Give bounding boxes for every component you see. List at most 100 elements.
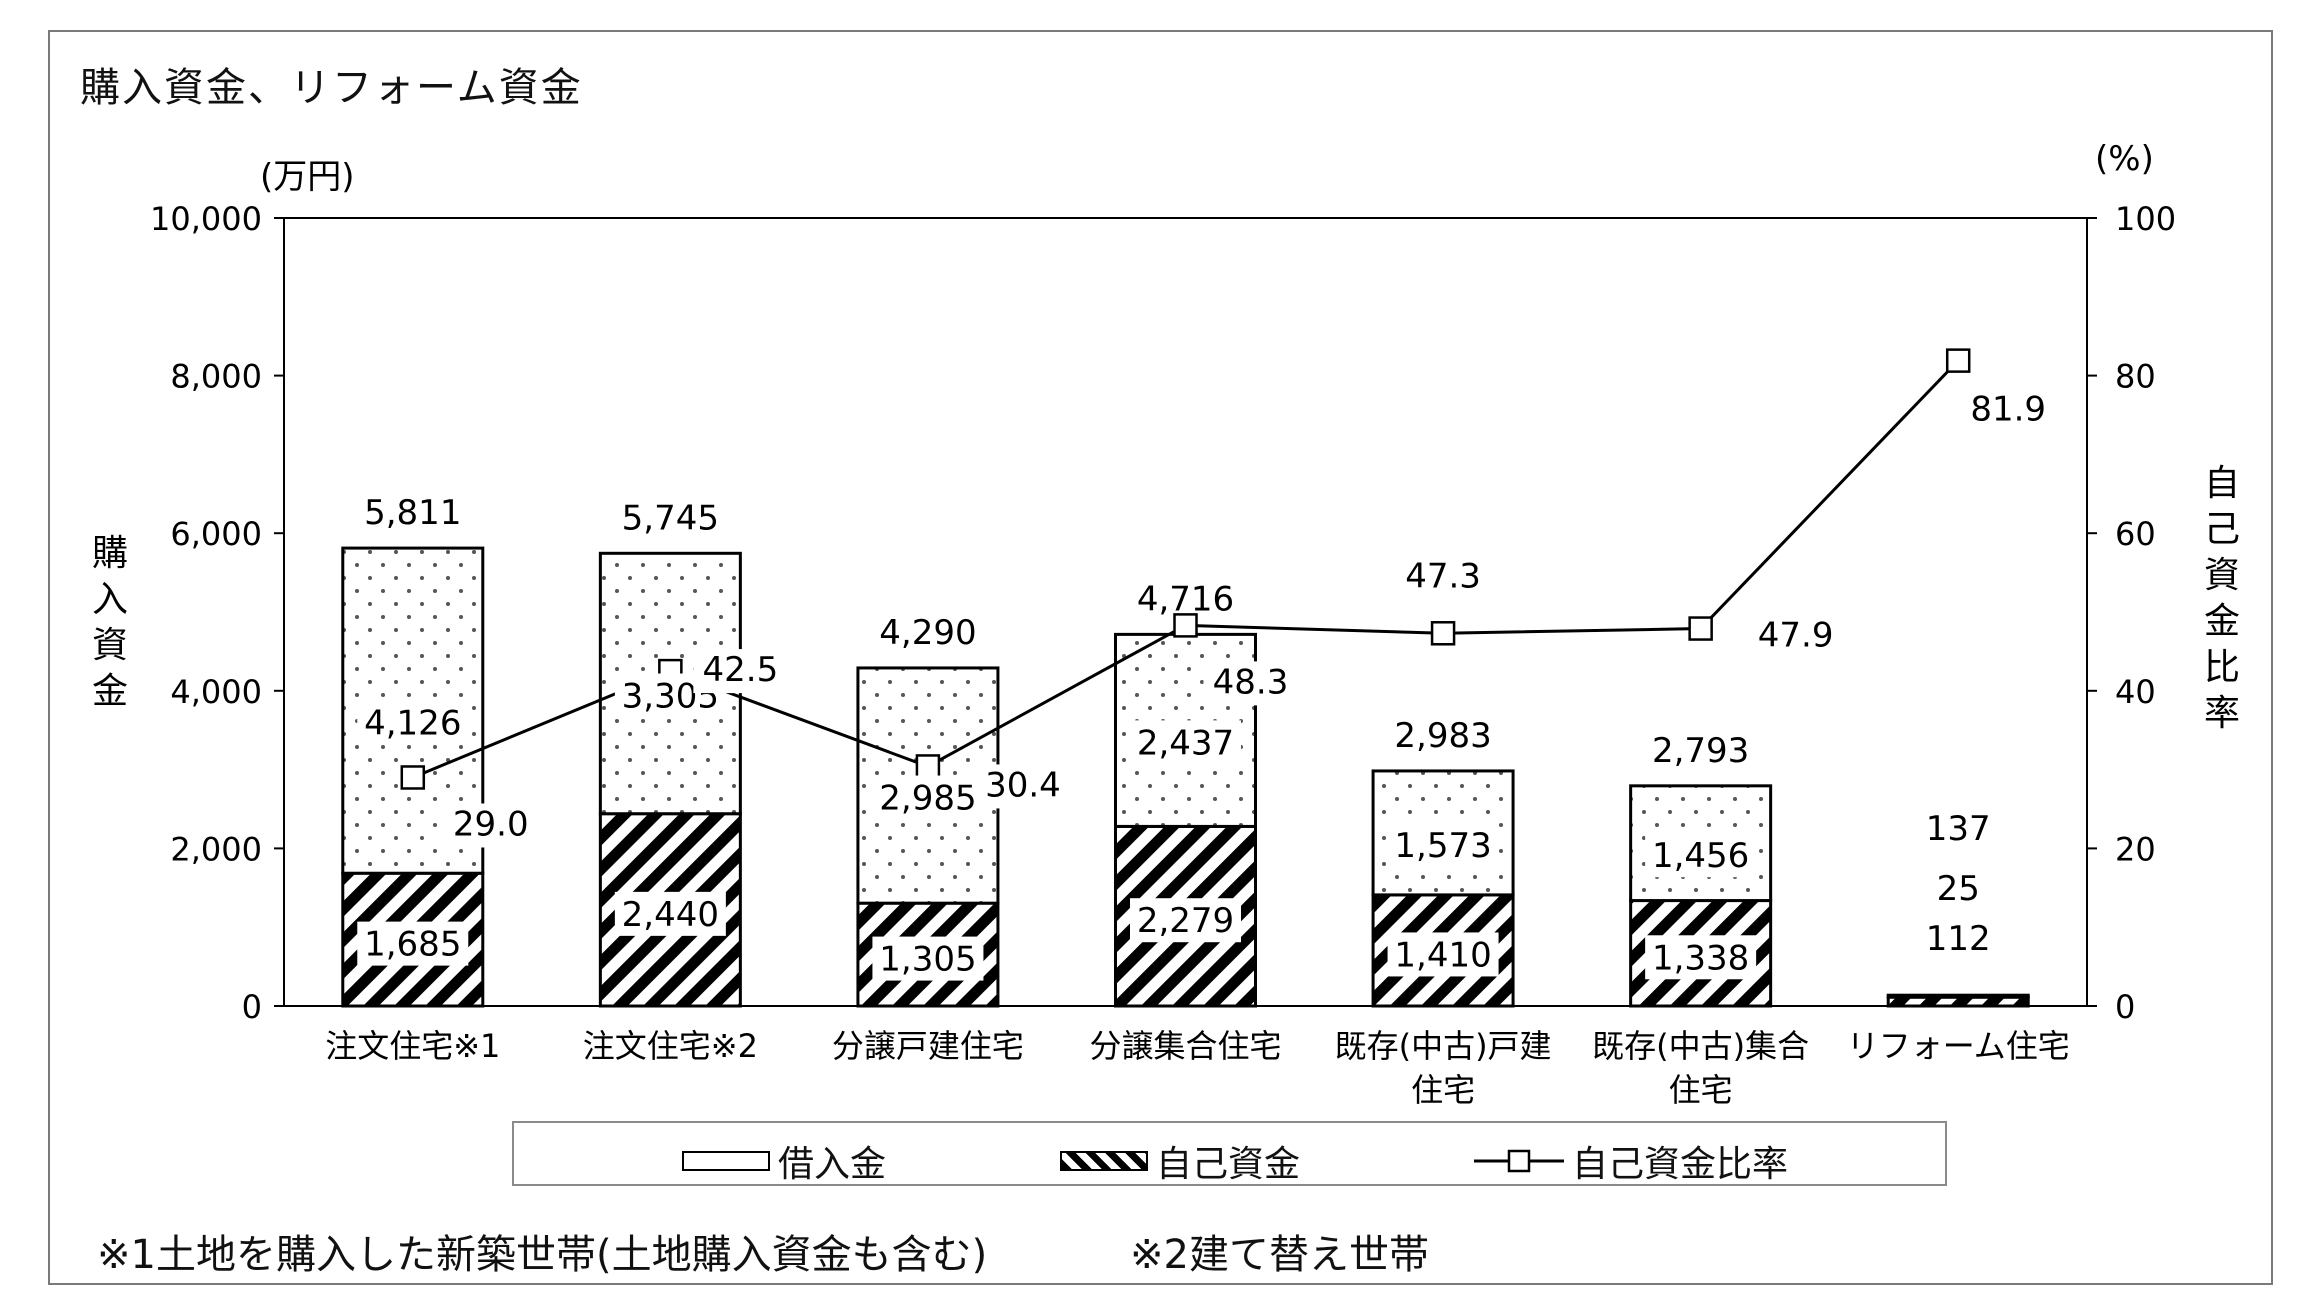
x-tick-label: 住宅 <box>1411 1071 1475 1109</box>
footnote-1: ※1土地を購入した新築世帯(土地購入資金も含む) <box>97 1232 988 1278</box>
y-tick-label-left: 4,000 <box>170 673 262 711</box>
y-tick-label-right: 0 <box>2115 988 2135 1026</box>
ratio-label: 30.4 <box>985 765 1061 805</box>
legend-ratio: 自己資金比率 <box>1474 1135 1788 1187</box>
legend-own-swatch <box>1060 1151 1148 1171</box>
y-axis-title-right: 自己資金比率 <box>2204 463 2240 734</box>
ratio-marker <box>1688 616 1713 641</box>
data-label-own-bg <box>872 936 984 981</box>
ratio-label-bg <box>1396 555 1491 600</box>
y-axis-unit-left: (万円) <box>260 157 355 197</box>
x-tick-label: 既存(中古)戸建 <box>1335 1027 1552 1065</box>
data-label-borrowed-bg <box>1645 833 1757 878</box>
x-tick-label: 既存(中古)集合 <box>1592 1027 1809 1065</box>
data-label-borrowed: 2,985 <box>879 779 976 819</box>
y-axis-unit-right: (%) <box>2095 139 2154 179</box>
bar-borrowed <box>1886 993 2030 999</box>
chart-title: 購入資金、リフォーム資金 <box>80 65 583 111</box>
ratio-label: 29.0 <box>453 804 529 844</box>
data-label-borrowed: 2,437 <box>1137 723 1234 763</box>
data-label-total: 137 <box>1926 809 1991 849</box>
y-tick-label-right: 80 <box>2115 358 2156 396</box>
ratio-marker <box>915 754 941 779</box>
ratio-label-bg <box>443 803 538 848</box>
data-label-borrowed-bg <box>1130 720 1241 765</box>
legend-own-label: 自己資金 <box>1156 1144 1301 1185</box>
data-label-own-bg <box>1387 932 1499 977</box>
axis-title-char: 資 <box>2204 555 2240 596</box>
ratio-marker <box>400 765 426 790</box>
axis-title-char: 金 <box>92 671 128 712</box>
ratio-label-bg <box>975 764 1070 809</box>
ratio-label-bg <box>1748 614 1843 659</box>
ratio-label-bg <box>693 649 788 694</box>
y-tick-label-left: 2,000 <box>170 830 262 868</box>
data-label-borrowed-bg <box>357 700 469 745</box>
y-tick-label-left: 6,000 <box>170 515 262 553</box>
axis-title-char: 率 <box>2204 693 2240 734</box>
data-label-own-bg <box>1130 898 1241 943</box>
data-label-borrowed-bg <box>872 775 984 820</box>
legend-ratio-swatch <box>1474 1149 1564 1173</box>
y-tick-label-right: 60 <box>2115 515 2156 553</box>
legend-own: 自己資金 <box>1060 1135 1300 1187</box>
ratio-label-bg <box>1203 661 1298 706</box>
data-label-own: 2,440 <box>622 895 719 935</box>
data-label-borrowed: 1,456 <box>1652 836 1749 876</box>
x-tick-label: 分譲集合住宅 <box>1089 1027 1281 1065</box>
y-tick-label-left: 0 <box>242 988 262 1026</box>
y-tick-label-right: 100 <box>2115 200 2176 238</box>
data-label-own: 1,410 <box>1394 935 1491 975</box>
data-label-total: 5,745 <box>622 498 719 538</box>
data-label-own: 1,305 <box>879 940 976 980</box>
y-axis-title-left: 購入資金 <box>92 533 128 712</box>
axis-title-char: 己 <box>2204 509 2240 550</box>
y-tick-label-left: 8,000 <box>170 358 262 396</box>
legend: 借入金 自己資金 自己資金比率 <box>512 1121 1947 1186</box>
data-label-own-bg <box>1645 935 1757 980</box>
axis-title-char: 金 <box>2204 601 2240 642</box>
ratio-label: 81.9 <box>1970 390 2046 430</box>
data-label-total: 4,290 <box>879 613 976 653</box>
footnote-2: ※2建て替え世帯 <box>1130 1232 1429 1278</box>
data-label-own: 1,685 <box>364 925 461 965</box>
x-tick-label: 分譲戸建住宅 <box>832 1027 1024 1065</box>
x-tick-label: 注文住宅※2 <box>583 1027 758 1065</box>
axis-title-char: 比 <box>2204 647 2240 688</box>
data-label-borrowed: 4,126 <box>364 704 461 744</box>
ratio-marker <box>1430 621 1456 646</box>
data-label-own-bg <box>357 921 469 966</box>
x-tick-label: 住宅 <box>1669 1071 1733 1109</box>
data-label-total: 2,983 <box>1394 716 1491 756</box>
data-label-own-bg <box>614 891 726 936</box>
data-label-borrowed: 25 <box>1937 869 1980 909</box>
ratio-label: 47.3 <box>1405 556 1481 596</box>
ratio-label: 47.9 <box>1758 616 1834 656</box>
axis-title-char: 自 <box>2204 463 2240 504</box>
ratio-marker <box>1945 348 1971 373</box>
data-label-own: 112 <box>1926 919 1991 959</box>
y-tick-label-right: 40 <box>2115 673 2156 711</box>
data-label-total: 4,716 <box>1137 579 1234 619</box>
y-tick-label-right: 20 <box>2115 830 2156 868</box>
legend-ratio-label: 自己資金比率 <box>1572 1144 1789 1185</box>
ratio-label-bg <box>1961 388 2056 433</box>
data-label-borrowed: 1,573 <box>1394 826 1491 866</box>
axis-title-char: 資 <box>92 625 128 666</box>
legend-borrowed: 借入金 <box>682 1135 886 1187</box>
data-label-total: 2,793 <box>1652 731 1749 771</box>
axis-title-char: 購 <box>92 533 128 574</box>
axis-title-char: 入 <box>92 579 128 620</box>
legend-borrowed-label: 借入金 <box>778 1144 887 1185</box>
y-tick-label-left: 10,000 <box>150 200 262 238</box>
ratio-label: 48.3 <box>1213 662 1289 702</box>
ratio-label: 42.5 <box>703 650 779 690</box>
x-tick-label: 注文住宅※1 <box>325 1027 500 1065</box>
ratio-marker <box>1173 613 1198 638</box>
data-label-own: 2,279 <box>1137 901 1234 941</box>
chart-frame <box>48 30 2273 1285</box>
legend-borrowed-swatch <box>682 1151 770 1171</box>
data-label-total: 5,811 <box>364 493 461 533</box>
data-label-own: 1,338 <box>1652 938 1749 978</box>
